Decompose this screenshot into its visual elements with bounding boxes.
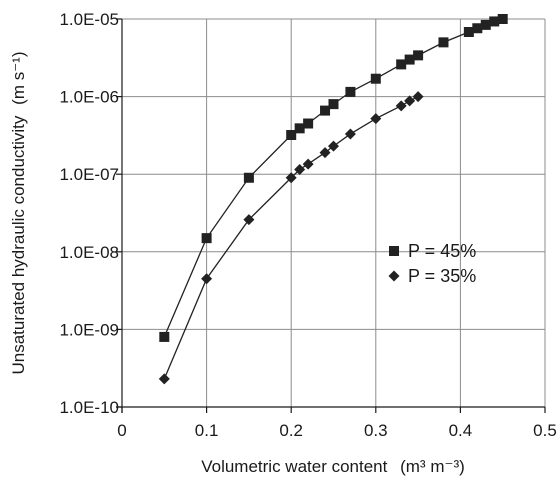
- data-point: [159, 331, 170, 342]
- x-tick-label: 0.3: [364, 421, 388, 440]
- data-point: [320, 105, 331, 116]
- x-axis-unit: (m³ m⁻³): [400, 457, 465, 476]
- y-tick-label: 1.0E-07: [59, 165, 119, 184]
- legend-item: P = 35%: [388, 266, 476, 286]
- legend-marker: [388, 270, 400, 282]
- data-point: [286, 130, 297, 141]
- data-point: [489, 16, 500, 27]
- data-point: [158, 373, 170, 385]
- series-2: [158, 91, 424, 385]
- data-point: [395, 100, 407, 112]
- data-point: [201, 273, 213, 285]
- y-tick-label: 1.0E-05: [59, 10, 119, 29]
- x-tick-label: 0.1: [195, 421, 219, 440]
- legend-label: P = 35%: [408, 266, 476, 286]
- data-point: [463, 26, 474, 37]
- data-point: [480, 19, 491, 30]
- data-point: [404, 54, 415, 65]
- x-axis-title: Volumetric water content (m³ m⁻³): [201, 457, 465, 476]
- data-point: [328, 99, 339, 110]
- data-point: [497, 14, 508, 24]
- data-point: [285, 172, 297, 184]
- y-axis-label: Unsaturated hydraulic conductivity: [9, 115, 28, 374]
- data-point: [201, 233, 212, 244]
- data-point: [404, 95, 416, 107]
- data-point: [294, 123, 305, 134]
- y-axis-unit: (m s⁻¹): [9, 52, 28, 105]
- data-point: [243, 214, 255, 226]
- data-point: [413, 50, 424, 61]
- legend-label: P = 45%: [408, 241, 476, 261]
- x-tick-label: 0: [117, 421, 126, 440]
- data-point: [303, 118, 314, 129]
- data-point: [370, 73, 381, 84]
- legend-item: P = 45%: [389, 241, 476, 261]
- data-point: [302, 158, 314, 170]
- series-1: [159, 14, 508, 342]
- x-axis-label: Volumetric water content: [201, 457, 387, 476]
- y-tick-label: 1.0E-08: [59, 243, 119, 262]
- data-point: [328, 140, 339, 152]
- legend-marker: [389, 246, 399, 256]
- data-point: [243, 172, 254, 183]
- data-point: [396, 59, 407, 70]
- data-point: [412, 91, 424, 103]
- x-tick-label: 0.5: [533, 421, 557, 440]
- series-group: [158, 14, 508, 385]
- data-point: [370, 113, 382, 125]
- data-point: [438, 37, 449, 48]
- y-tick-label: 1.0E-06: [59, 88, 119, 107]
- legend: P = 45% P = 35%: [388, 241, 476, 286]
- data-point: [319, 147, 331, 159]
- x-tick-label: 0.2: [279, 421, 303, 440]
- data-point: [344, 128, 356, 140]
- axes: 0 0.1 0.2 0.3 0.4 0.5 1.0E-10 1.0E-09 1.0E-08 1.0…: [59, 10, 556, 440]
- y-axis-title: Unsaturated hydraulic conductivity (m s⁻…: [9, 52, 28, 375]
- y-tick-label: 1.0E-09: [59, 320, 119, 339]
- data-point: [345, 86, 356, 97]
- data-point: [294, 163, 306, 175]
- data-point: [472, 23, 483, 34]
- y-tick-label: 1.0E-10: [59, 398, 119, 417]
- x-tick-label: 0.4: [449, 421, 473, 440]
